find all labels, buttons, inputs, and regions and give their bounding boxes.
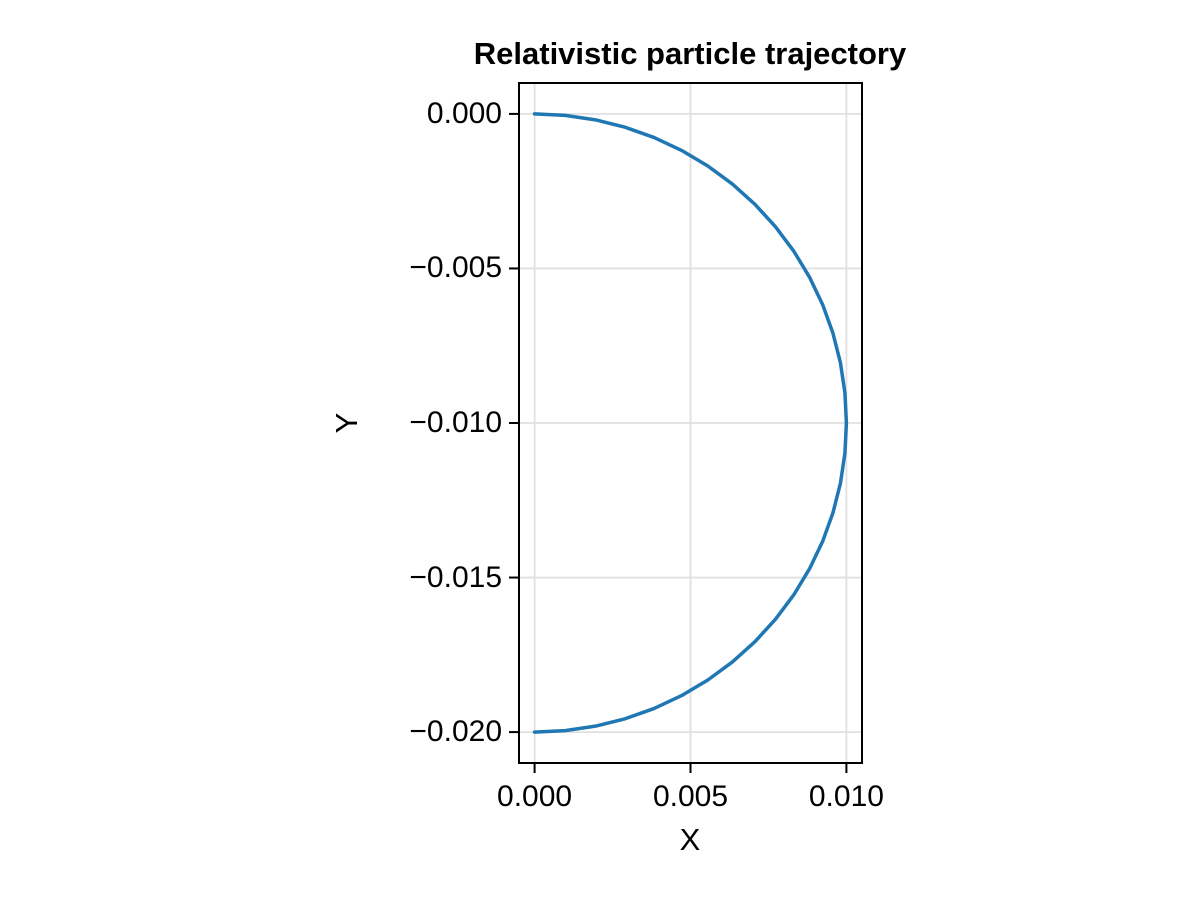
x-tick-label: 0.010 [808,780,884,813]
y-tick-label: 0.000 [426,96,502,130]
x-tick-label: 0.000 [497,780,573,813]
trajectory-line [532,112,849,734]
x-tick-label: 0.005 [652,780,729,813]
x-axis-label: X [679,822,701,857]
y-tick-label: −0.010 [409,405,502,439]
chart-title: Relativistic particle trajectory [473,36,907,71]
y-axis-label: Y [329,412,364,434]
y-tick-label: −0.020 [409,714,502,748]
y-tick-label: −0.015 [409,560,502,594]
y-tick-label: −0.005 [409,251,502,285]
